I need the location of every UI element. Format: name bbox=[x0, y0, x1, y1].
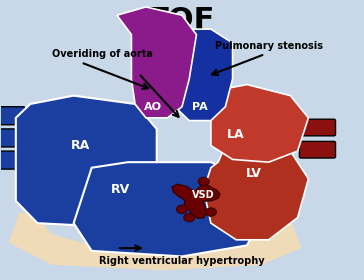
Polygon shape bbox=[74, 162, 261, 256]
Circle shape bbox=[206, 208, 216, 216]
Polygon shape bbox=[211, 85, 308, 162]
Polygon shape bbox=[167, 29, 233, 121]
FancyBboxPatch shape bbox=[300, 119, 336, 136]
Text: RV: RV bbox=[111, 183, 130, 196]
Text: LV: LV bbox=[246, 167, 262, 180]
Text: RA: RA bbox=[71, 139, 91, 152]
FancyBboxPatch shape bbox=[0, 107, 25, 125]
Polygon shape bbox=[9, 212, 301, 270]
FancyBboxPatch shape bbox=[300, 141, 336, 158]
Text: TOF: TOF bbox=[148, 6, 216, 35]
Text: Right ventricular hypertrophy: Right ventricular hypertrophy bbox=[99, 256, 265, 266]
Text: AO: AO bbox=[144, 102, 162, 112]
Circle shape bbox=[177, 205, 187, 213]
Text: VSD: VSD bbox=[192, 190, 215, 200]
Polygon shape bbox=[172, 184, 220, 218]
Circle shape bbox=[198, 178, 209, 186]
FancyBboxPatch shape bbox=[0, 151, 25, 169]
Text: Overiding of aorta: Overiding of aorta bbox=[52, 49, 153, 59]
Polygon shape bbox=[204, 140, 308, 240]
FancyBboxPatch shape bbox=[0, 129, 25, 147]
Text: PA: PA bbox=[192, 102, 208, 112]
Text: Pulmonary stenosis: Pulmonary stenosis bbox=[215, 41, 323, 51]
Polygon shape bbox=[117, 7, 197, 118]
Text: LA: LA bbox=[228, 128, 245, 141]
Circle shape bbox=[184, 213, 195, 222]
Polygon shape bbox=[16, 96, 157, 226]
